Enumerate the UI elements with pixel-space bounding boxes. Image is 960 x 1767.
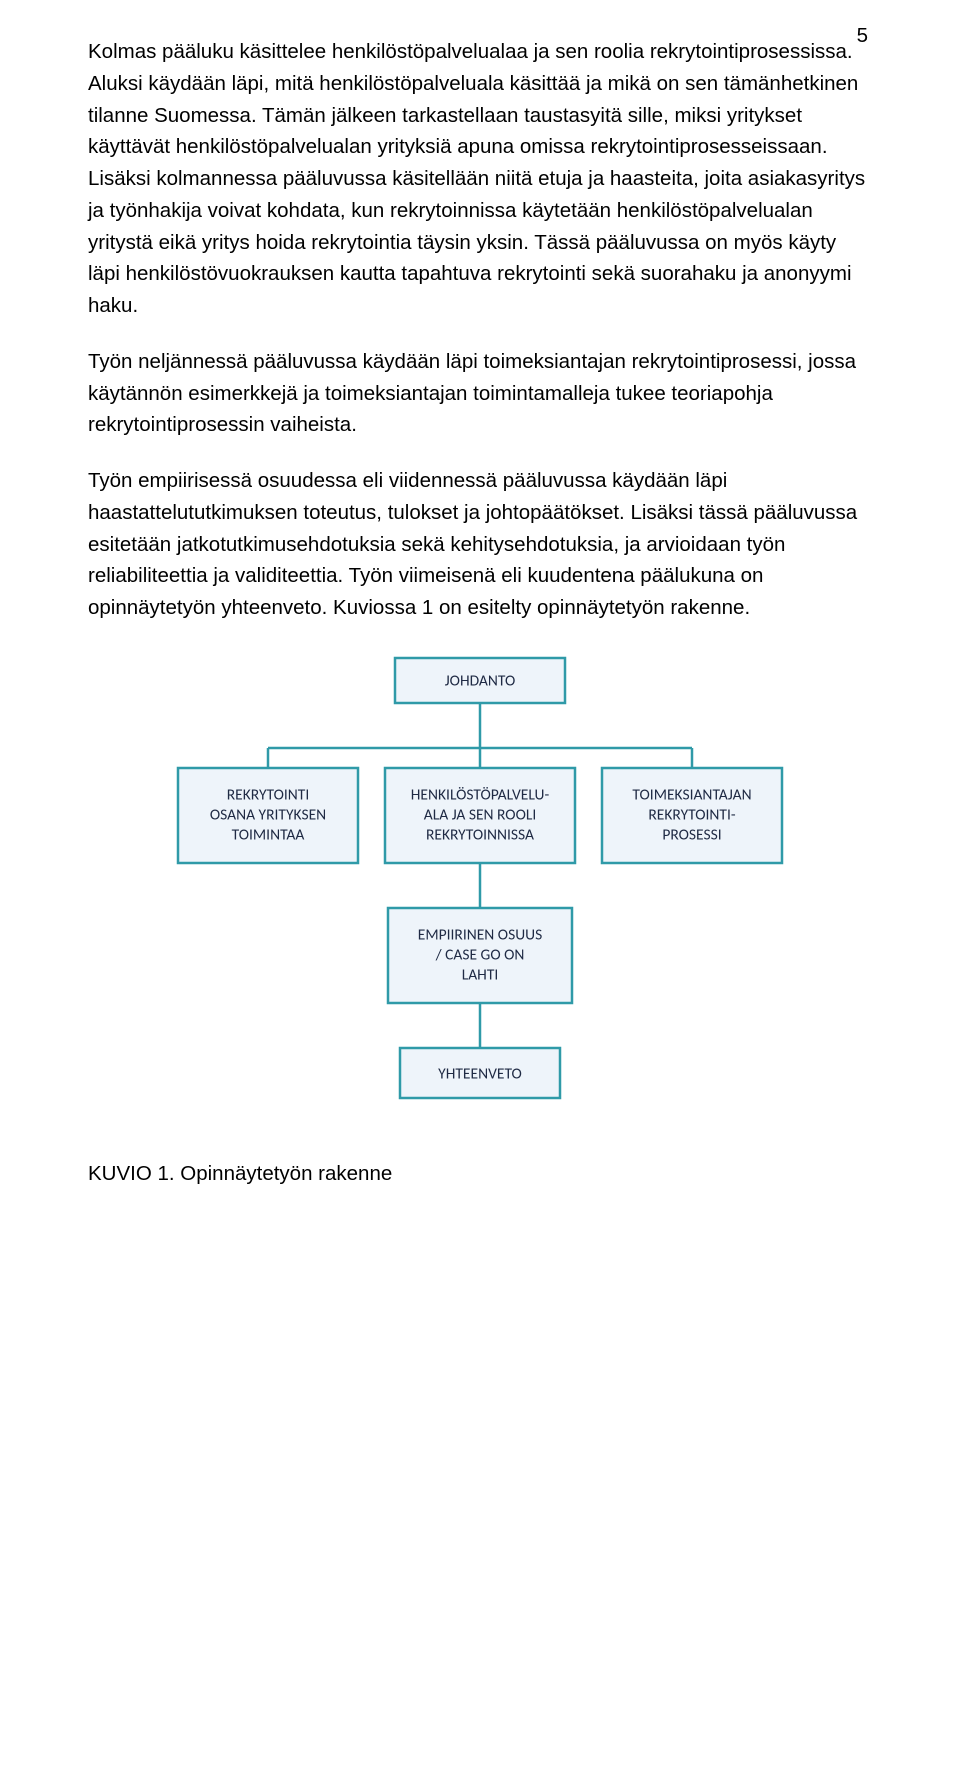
structure-flowchart: JOHDANTO REKRYTOINTI OSANA YRITYKSEN TOI… xyxy=(170,648,790,1118)
flow-node-label: TOIMINTAA xyxy=(232,826,305,845)
paragraph-2: Työn neljännessä pääluvussa käydään läpi… xyxy=(88,346,872,441)
flow-node-label: REKRYTOINTI- xyxy=(648,806,736,825)
figure-caption: KUVIO 1. Opinnäytetyön rakenne xyxy=(88,1158,872,1190)
page: 5 Kolmas pääluku käsittelee henkilöstöpa… xyxy=(0,0,960,1767)
flow-node-label: LAHTI xyxy=(462,966,499,985)
flow-node-label: OSANA YRITYKSEN xyxy=(210,806,326,825)
flow-node-label: JOHDANTO xyxy=(445,672,516,691)
paragraph-1: Kolmas pääluku käsittelee henkilöstöpalv… xyxy=(88,36,872,322)
flow-node-label: / CASE GO ON xyxy=(435,946,525,965)
page-number: 5 xyxy=(857,20,868,52)
flow-node-label: EMPIIRINEN OSUUS xyxy=(418,926,542,945)
flow-node-label: REKRYTOINTI xyxy=(227,786,310,805)
flow-node-label: HENKILÖSTÖPALVELU- xyxy=(411,786,550,805)
flow-node-label: REKRYTOINNISSA xyxy=(426,826,534,845)
flow-node-label: ALA JA SEN ROOLI xyxy=(424,806,537,825)
flow-node-label: TOIMEKSIANTAJAN xyxy=(632,786,751,805)
flowchart-svg: JOHDANTO REKRYTOINTI OSANA YRITYKSEN TOI… xyxy=(170,648,790,1118)
flow-node-label: PROSESSI xyxy=(662,826,721,845)
flow-node-label: YHTEENVETO xyxy=(438,1065,522,1084)
paragraph-3: Työn empiirisessä osuudessa eli viidenne… xyxy=(88,465,872,624)
